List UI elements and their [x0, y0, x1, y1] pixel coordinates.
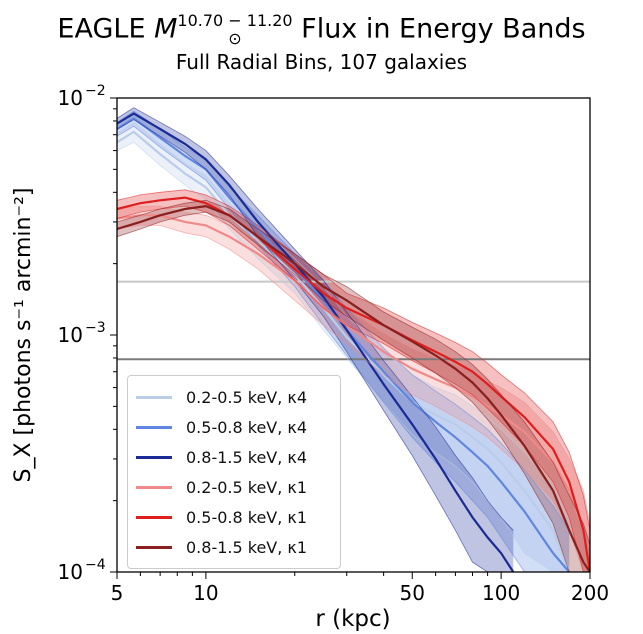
legend-label: 0.2-0.5 keV, κ4 — [186, 387, 308, 407]
legend-swatch — [136, 545, 172, 549]
series-bound-hi-0 — [117, 121, 570, 524]
y-axis-ticks: 10−410−310−2 — [58, 83, 117, 584]
y-tick-exponent: −3 — [85, 320, 106, 336]
y-tick-label: 10 — [58, 323, 83, 347]
x-tick-label: 50 — [400, 581, 425, 605]
series-bound-hi-5 — [117, 199, 590, 546]
reference-lines — [117, 280, 590, 361]
y-tick-exponent: −2 — [85, 83, 106, 99]
series-bound-lo-4 — [117, 205, 590, 572]
series-bound-lo-5 — [117, 211, 590, 572]
legend-entry: 0.2-0.5 keV, κ1 — [136, 474, 307, 500]
x-tick-label: 200 — [571, 581, 609, 605]
title-mass-sup: 10.70 − 11.20 — [177, 11, 293, 30]
series-bound-lo-1 — [117, 125, 570, 572]
title-mass-symbol: M — [154, 13, 178, 45]
series-bound-hi-2 — [117, 107, 514, 531]
chart-title: EAGLE M 10.70 − 11.20 ⊙ Flux in Energy Ban… — [0, 12, 643, 48]
legend-swatch — [136, 485, 172, 489]
legend-swatch — [136, 425, 172, 429]
y-tick-exponent: −4 — [85, 557, 106, 573]
legend-entry: 0.5-0.8 keV, κ4 — [136, 414, 307, 440]
series-bound-hi-4 — [117, 189, 590, 531]
legend-swatch — [136, 455, 172, 459]
series-line-5 — [117, 204, 590, 572]
error-band-2 — [117, 107, 514, 572]
x-tick-label: 10 — [193, 581, 218, 605]
y-tick-label: 10 — [58, 560, 83, 584]
title-suffix: Flux in Energy Bands — [292, 13, 586, 45]
legend-label: 0.5-0.8 keV, κ4 — [186, 417, 308, 437]
x-tick-label: 100 — [482, 581, 520, 605]
legend-label: 0.8-1.5 keV, κ4 — [186, 447, 308, 467]
legend-swatch — [136, 515, 172, 519]
legend: 0.2-0.5 keV, κ4 0.5-0.8 keV, κ4 0.8-1.5 ke… — [127, 375, 341, 569]
x-tick-label: 5 — [111, 581, 124, 605]
error-band-3 — [117, 206, 590, 572]
title-prefix: EAGLE — [57, 13, 155, 45]
series-line-2 — [117, 112, 515, 572]
legend-entry: 0.2-0.5 keV, κ4 — [136, 384, 307, 410]
legend-label: 0.2-0.5 keV, κ1 — [186, 477, 308, 497]
legend-label: 0.5-0.8 keV, κ1 — [186, 507, 308, 527]
x-axis-label: r (kpc) — [315, 606, 390, 632]
legend-label: 0.8-1.5 keV, κ1 — [186, 537, 308, 557]
y-axis-label: S_X [photons s⁻¹ arcmin⁻²] — [11, 188, 36, 483]
series-bound-lo-3 — [117, 225, 590, 572]
error-band-0 — [117, 122, 570, 572]
legend-entry: 0.8-1.5 keV, κ1 — [136, 534, 307, 560]
title-mass-sub: ⊙ — [228, 29, 242, 48]
series-lines — [117, 107, 590, 572]
legend-entry: 0.8-1.5 keV, κ4 — [136, 444, 307, 470]
x-axis-ticks: 5 10 50 100 200 — [111, 572, 609, 605]
series-line-1 — [117, 117, 571, 572]
chart-subtitle: Full Radial Bins, 107 galaxies — [175, 50, 468, 74]
error-band-4 — [117, 189, 590, 572]
legend-entry: 0.5-0.8 keV, κ1 — [136, 504, 307, 530]
series-line-3 — [117, 214, 590, 572]
legend-swatch — [136, 395, 172, 399]
y-tick-label: 10 — [58, 86, 83, 110]
